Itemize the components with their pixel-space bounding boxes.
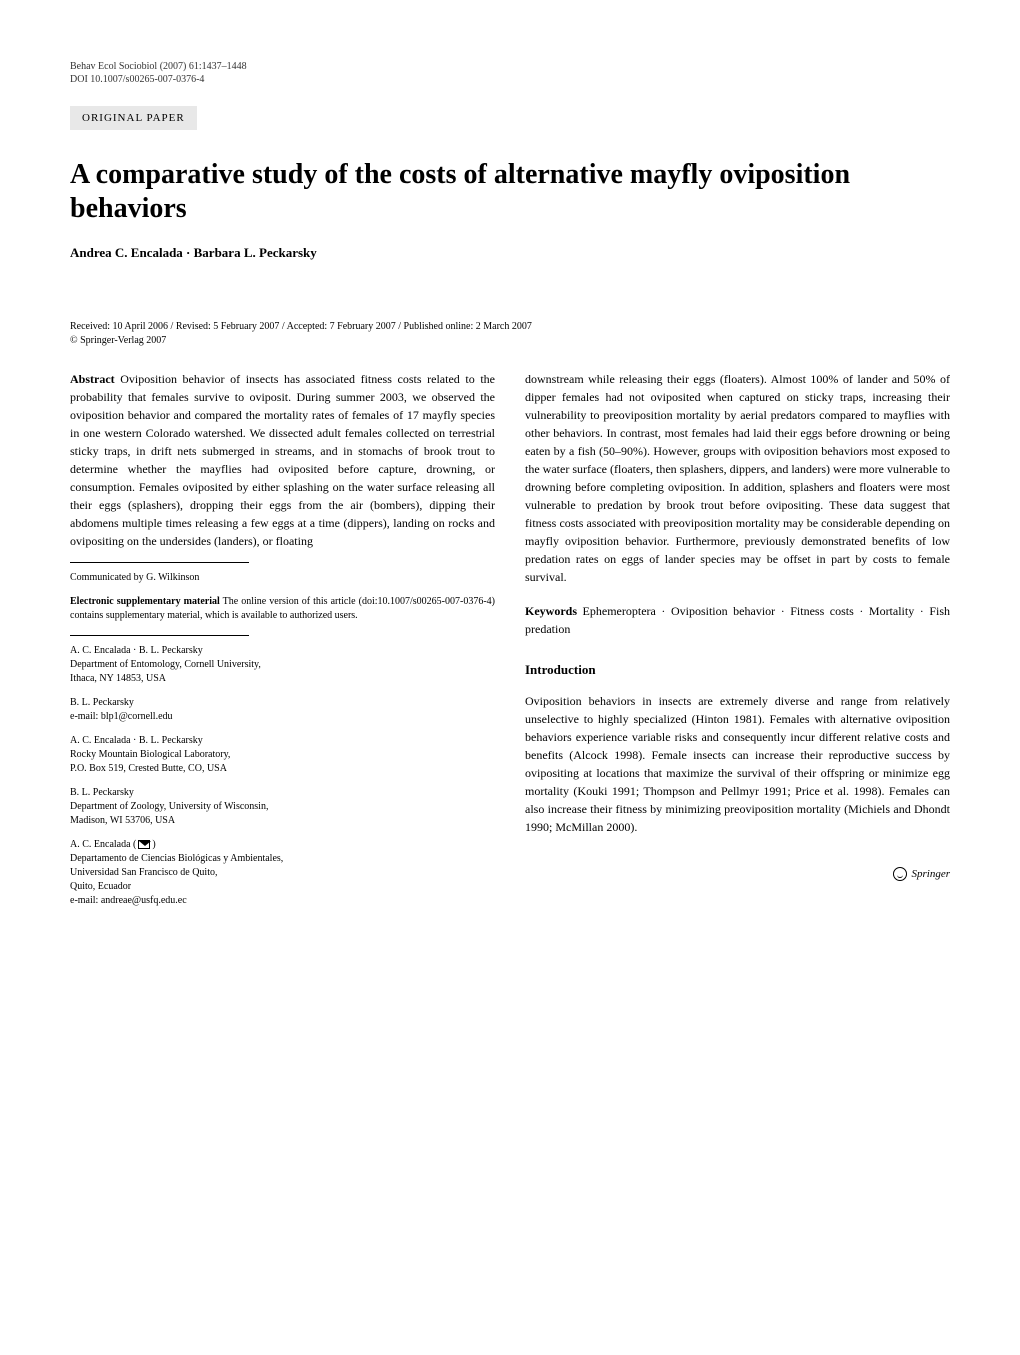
aff4-loc: Madison, WI 53706, USA xyxy=(70,814,495,828)
introduction-text: Oviposition behaviors in insects are ext… xyxy=(525,692,950,836)
authors-list: Andrea C. Encalada · Barbara L. Peckarsk… xyxy=(70,245,950,261)
introduction-heading: Introduction xyxy=(525,660,950,680)
aff5-inst: Universidad San Francisco de Quito, xyxy=(70,866,495,880)
affiliation-3: A. C. Encalada · B. L. Peckarsky Rocky M… xyxy=(70,734,495,776)
doi: DOI 10.1007/s00265-007-0376-4 xyxy=(70,73,950,86)
affiliation-divider xyxy=(70,635,249,636)
article-dates: Received: 10 April 2006 / Revised: 5 Feb… xyxy=(70,321,950,332)
aff5-name-line: A. C. Encalada () xyxy=(70,838,495,852)
esm-heading: Electronic supplementary material xyxy=(70,596,220,607)
abstract-continuation: downstream while releasing their eggs (f… xyxy=(525,370,950,586)
springer-icon xyxy=(893,867,907,881)
abstract-paragraph: Abstract Oviposition behavior of insects… xyxy=(70,370,495,550)
aff3-dept: Rocky Mountain Biological Laboratory, xyxy=(70,748,495,762)
affiliation-2: B. L. Peckarsky e-mail: blp1@cornell.edu xyxy=(70,696,495,724)
aff5-dept: Departamento de Ciencias Biológicas y Am… xyxy=(70,852,495,866)
footnotes: Communicated by G. Wilkinson Electronic … xyxy=(70,571,495,908)
right-column: downstream while releasing their eggs (f… xyxy=(525,370,950,918)
aff5-names-suffix: ) xyxy=(152,839,155,850)
aff1-names: A. C. Encalada · B. L. Peckarsky xyxy=(70,644,495,658)
aff4-names: B. L. Peckarsky xyxy=(70,786,495,800)
aff5-names: A. C. Encalada ( xyxy=(70,839,136,850)
aff3-names: A. C. Encalada · B. L. Peckarsky xyxy=(70,734,495,748)
aff3-loc: P.O. Box 519, Crested Butte, CO, USA xyxy=(70,762,495,776)
keywords-text: Ephemeroptera · Oviposition behavior · F… xyxy=(525,604,950,636)
left-column: Abstract Oviposition behavior of insects… xyxy=(70,370,495,918)
aff2-names: B. L. Peckarsky xyxy=(70,696,495,710)
article-title: A comparative study of the costs of alte… xyxy=(70,158,950,225)
two-column-layout: Abstract Oviposition behavior of insects… xyxy=(70,370,950,918)
communicated-by: Communicated by G. Wilkinson xyxy=(70,571,495,585)
journal-header: Behav Ecol Sociobiol (2007) 61:1437–1448… xyxy=(70,60,950,86)
mail-icon xyxy=(138,840,150,849)
aff5-loc: Quito, Ecuador xyxy=(70,880,495,894)
paper-type-label: ORIGINAL PAPER xyxy=(70,106,197,130)
keywords-label: Keywords xyxy=(525,604,577,618)
keywords-paragraph: Keywords Ephemeroptera · Oviposition beh… xyxy=(525,602,950,638)
footnote-divider xyxy=(70,562,249,563)
aff1-loc: Ithaca, NY 14853, USA xyxy=(70,672,495,686)
aff5-email: e-mail: andreae@usfq.edu.ec xyxy=(70,894,495,908)
copyright-notice: © Springer-Verlag 2007 xyxy=(70,335,950,346)
aff2-email: e-mail: blp1@cornell.edu xyxy=(70,710,495,724)
esm-block: Electronic supplementary material The on… xyxy=(70,595,495,623)
publisher-name: Springer xyxy=(912,868,951,880)
publisher-logo: Springer xyxy=(525,866,950,883)
abstract-label: Abstract xyxy=(70,372,115,386)
aff4-dept: Department of Zoology, University of Wis… xyxy=(70,800,495,814)
affiliation-4: B. L. Peckarsky Department of Zoology, U… xyxy=(70,786,495,828)
affiliation-5: A. C. Encalada () Departamento de Cienci… xyxy=(70,838,495,908)
abstract-text: Oviposition behavior of insects has asso… xyxy=(70,372,495,548)
journal-citation: Behav Ecol Sociobiol (2007) 61:1437–1448 xyxy=(70,60,950,73)
aff1-dept: Department of Entomology, Cornell Univer… xyxy=(70,658,495,672)
affiliation-1: A. C. Encalada · B. L. Peckarsky Departm… xyxy=(70,644,495,686)
